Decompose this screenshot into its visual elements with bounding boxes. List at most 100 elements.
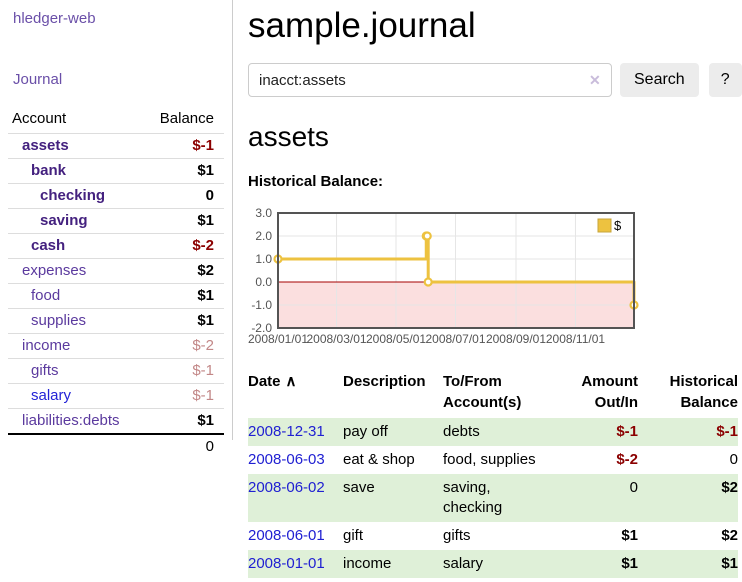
account-balance: $-1 xyxy=(154,358,224,384)
account-balance: $-1 xyxy=(154,133,224,159)
x-axis-tick-label: 2008/07/01 xyxy=(425,332,486,346)
account-cell: checking xyxy=(8,183,154,209)
transaction-accounts: gifts xyxy=(443,527,471,544)
transaction-accounts: saving, checking xyxy=(443,479,503,516)
account-cell: salary xyxy=(8,383,154,409)
accounts-total-spacer xyxy=(8,433,154,459)
account-cell: food xyxy=(8,283,154,309)
account-row: bank $1 xyxy=(8,158,224,184)
data-point-marker xyxy=(423,277,433,287)
account-link[interactable]: income xyxy=(22,337,71,354)
sidebar-item-journal[interactable]: Journal xyxy=(13,71,63,88)
y-axis-tick-label: -2.0 xyxy=(251,321,272,335)
transaction-amount: 0 xyxy=(629,479,638,496)
account-cell: supplies xyxy=(8,308,154,334)
account-balance: $1 xyxy=(154,283,224,309)
account-cell: cash xyxy=(8,233,154,259)
chart-title: Historical Balance: xyxy=(248,173,384,190)
account-balance: $-1 xyxy=(154,383,224,409)
app-title-link[interactable]: hledger-web xyxy=(13,10,96,27)
account-link[interactable]: food xyxy=(31,287,61,304)
transaction-row: 2008-06-03 eat & shop food, supplies $-2 0 xyxy=(248,446,738,474)
account-heading: assets xyxy=(248,121,329,152)
transaction-date-link[interactable]: 2008-06-02 xyxy=(248,479,325,496)
transaction-date: 2008-01-01 xyxy=(248,550,343,578)
y-axis-tick-label: 2.0 xyxy=(255,229,272,243)
account-link[interactable]: cash xyxy=(31,237,66,254)
account-link[interactable]: bank xyxy=(31,162,67,179)
transaction-accounts: food, supplies xyxy=(443,451,536,468)
transaction-amount: $1 xyxy=(621,555,638,572)
transaction-amount: $1 xyxy=(621,527,638,544)
transaction-row: 2008-01-01 income salary $1 $1 xyxy=(248,550,738,578)
transaction-date-link[interactable]: 2008-12-31 xyxy=(248,423,325,440)
transaction-row: 2008-06-02 save saving, checking 0 $2 xyxy=(248,474,738,522)
account-link[interactable]: assets xyxy=(22,137,69,154)
transaction-date: 2008-06-03 xyxy=(248,446,343,474)
help-button[interactable]: ? xyxy=(708,63,742,97)
transaction-description: save xyxy=(343,479,375,496)
x-axis-tick-label: 2008/09/01 xyxy=(485,332,546,346)
transaction-accounts: debts xyxy=(443,423,480,440)
y-axis-tick-label: 1.0 xyxy=(255,252,272,266)
x-axis-tick-label: 2008/05/01 xyxy=(365,332,427,346)
historical-balance-chart: $ 3.0 2.0 1.0 0.0 -1.0 -2.0 2008/01/01 2008/03/… xyxy=(248,206,742,349)
account-row: supplies $1 xyxy=(8,308,224,334)
transaction-amount: $-1 xyxy=(616,423,638,440)
account-balance: $1 xyxy=(154,408,224,434)
y-axis-tick-label: 3.0 xyxy=(255,206,272,220)
transactions-table: Date ∧ Description To/From Account(s) Amount… xyxy=(248,371,738,578)
account-row: assets $-1 xyxy=(8,133,224,159)
account-link[interactable]: checking xyxy=(40,187,106,204)
transaction-date-link[interactable]: 2008-06-01 xyxy=(248,527,325,544)
account-cell: expenses xyxy=(8,258,154,284)
transactions-column-description: Description xyxy=(343,373,426,390)
transaction-row: 2008-06-01 gift gifts $1 $2 xyxy=(248,522,738,550)
x-axis-tick-label: 2008/03/01 xyxy=(306,332,367,346)
account-link[interactable]: saving xyxy=(40,212,88,229)
account-row: food $1 xyxy=(8,283,224,309)
accounts-total-row: 0 xyxy=(8,433,224,459)
transactions-table-body: 2008-12-31 pay off debts $-1 $-1 2008-06-03 ea… xyxy=(248,418,738,578)
account-link[interactable]: gifts xyxy=(31,362,59,379)
account-balance: $1 xyxy=(154,208,224,234)
transactions-column-historical-balance: Historical Balance xyxy=(669,373,738,411)
account-cell: assets xyxy=(8,133,154,159)
accounts-column-balance: Balance xyxy=(159,110,214,127)
account-link[interactable]: liabilities:debts xyxy=(22,412,120,429)
chart-plot-area: $ xyxy=(273,212,639,329)
search-form: ✕ Search ? xyxy=(248,63,742,97)
account-cell: gifts xyxy=(8,358,154,384)
page-title: sample.journal xyxy=(248,6,476,45)
chart-svg: $ xyxy=(273,212,639,329)
plot-border xyxy=(277,212,635,329)
clear-search-icon[interactable]: ✕ xyxy=(589,72,601,88)
accounts-column-account: Account xyxy=(12,110,67,127)
account-row: gifts $-1 xyxy=(8,358,224,384)
account-balance: 0 xyxy=(154,183,224,209)
legend-swatch xyxy=(597,218,612,233)
transaction-balance: $2 xyxy=(721,527,738,544)
transaction-date-link[interactable]: 2008-01-01 xyxy=(248,555,325,572)
account-balance: $2 xyxy=(154,258,224,284)
account-link[interactable]: salary xyxy=(31,387,72,404)
transaction-amount: $-2 xyxy=(616,451,638,468)
transactions-column-date[interactable]: Date ∧ xyxy=(248,373,297,390)
transaction-description: eat & shop xyxy=(343,451,415,468)
account-balance: $1 xyxy=(154,158,224,184)
account-row: expenses $2 xyxy=(8,258,224,284)
search-input[interactable] xyxy=(248,63,612,97)
sidebar: hledger-web Journal Account Balance asse… xyxy=(0,0,233,459)
transaction-description: gift xyxy=(343,527,364,544)
sort-asc-icon: ∧ xyxy=(285,373,297,390)
transactions-header-row: Date ∧ Description To/From Account(s) Amount… xyxy=(248,371,738,418)
legend-label: $ xyxy=(614,218,622,233)
account-balance: $-2 xyxy=(154,233,224,259)
account-link[interactable]: expenses xyxy=(22,262,87,279)
account-balance: $1 xyxy=(154,308,224,334)
account-link[interactable]: supplies xyxy=(31,312,87,329)
search-button[interactable]: Search xyxy=(620,63,699,97)
transaction-balance: $2 xyxy=(721,479,738,496)
transaction-date-link[interactable]: 2008-06-03 xyxy=(248,451,325,468)
transaction-balance: 0 xyxy=(729,451,738,468)
